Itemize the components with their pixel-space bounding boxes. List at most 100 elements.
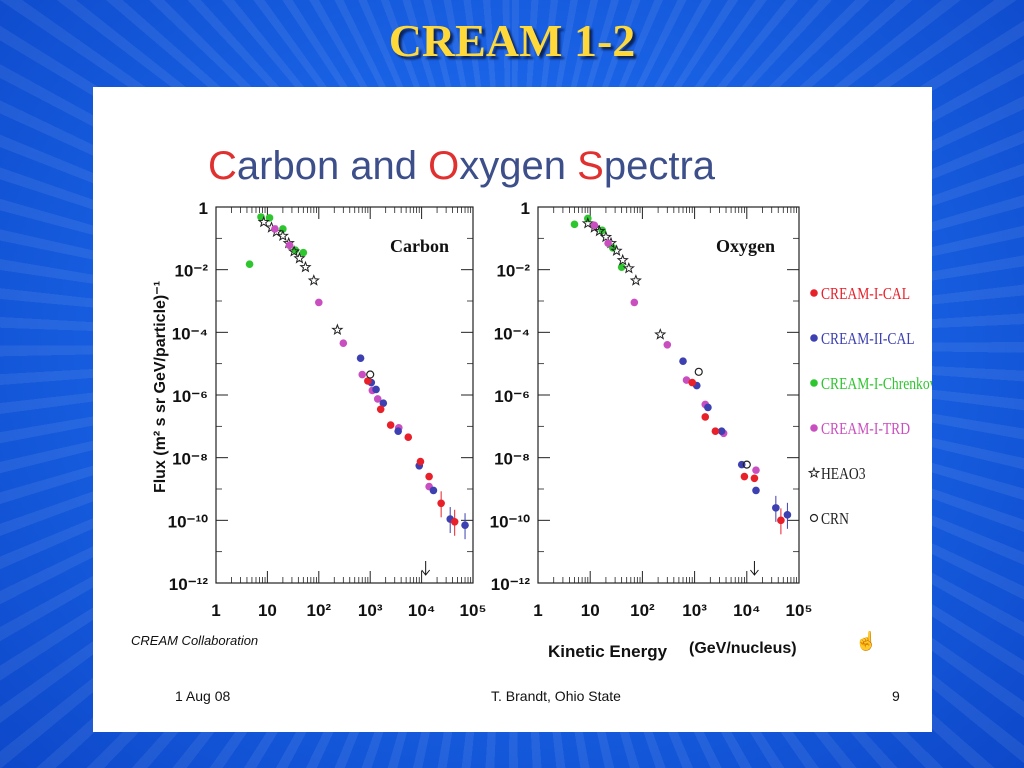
panel-1-point bbox=[315, 298, 323, 307]
panel-2-point bbox=[617, 263, 626, 271]
x-axis-label: Kinetic Energy bbox=[548, 642, 668, 661]
panel-2-x-tick-label: 10² bbox=[630, 601, 655, 620]
panel-2-point bbox=[750, 474, 759, 483]
panel-2-y-tick-label: 10⁻¹² bbox=[491, 575, 531, 594]
panel-1-point bbox=[372, 385, 380, 394]
panel-2-point bbox=[682, 376, 691, 384]
chart-title-part-5: pectra bbox=[604, 144, 716, 188]
panel-1-point bbox=[287, 245, 301, 257]
panel-1-point bbox=[425, 472, 433, 481]
panel-2-point bbox=[752, 486, 760, 495]
chart-title: Carbon and Oxygen Spectra bbox=[208, 144, 716, 188]
panel-2-point bbox=[599, 230, 613, 243]
spectra-chart: Carbon and Oxygen Spectra Flux (m² s sr G… bbox=[152, 144, 932, 661]
panel-2-point bbox=[711, 427, 720, 435]
panel-2-point bbox=[742, 460, 751, 469]
panel-1-x-tick-label: 10⁴ bbox=[408, 601, 435, 620]
panel-1-limit-arrow bbox=[421, 561, 431, 576]
panel-1-point bbox=[437, 499, 445, 508]
panel-2-point bbox=[704, 403, 712, 412]
panel-1-x-tick-label: 10 bbox=[258, 601, 277, 620]
panel-2-point bbox=[772, 504, 780, 512]
legend-label: CRN bbox=[821, 510, 849, 529]
panel-1-point bbox=[257, 215, 270, 228]
panel-2-x-tick-label: 10⁴ bbox=[733, 601, 760, 620]
panel-2-y-tick-label: 10⁻² bbox=[496, 262, 530, 281]
panel-2-x-tick-label: 10⁵ bbox=[786, 601, 813, 620]
panel-2-y-tick-label: 10⁻⁶ bbox=[494, 387, 530, 406]
legend-label: CREAM-I-Chrenkov bbox=[821, 375, 932, 394]
panel-2-x-tick-label: 1 bbox=[533, 601, 542, 620]
panel-2-point bbox=[570, 220, 579, 229]
panel-2-point bbox=[694, 367, 703, 376]
panel-1-x-tick-label: 1 bbox=[211, 601, 220, 620]
panel-1-label: Carbon bbox=[390, 236, 449, 256]
footer-page-number: 9 bbox=[892, 688, 900, 704]
legend-label: CREAM-I-TRD bbox=[821, 420, 910, 439]
chart-image-panel: Carbon and Oxygen Spectra Flux (m² s sr G… bbox=[93, 87, 932, 732]
legend-label: HEAO3 bbox=[821, 465, 866, 484]
panel-2-label: Oxygen bbox=[716, 236, 775, 256]
panel-1-point bbox=[339, 339, 348, 347]
panel-2-limit-arrow bbox=[750, 561, 759, 576]
panel-2-point bbox=[701, 413, 710, 421]
footer-date: 1 Aug 08 bbox=[175, 688, 231, 704]
panel-1-x-tick-label: 10³ bbox=[358, 601, 383, 620]
panel-1-point bbox=[356, 354, 365, 362]
chart-title-part-3: xygen bbox=[459, 144, 577, 188]
panel-2-point bbox=[610, 244, 623, 256]
legend-label: CREAM-II-CAL bbox=[821, 330, 915, 349]
panel-1-point bbox=[265, 214, 274, 222]
panel-1-y-tick-label: 10⁻⁴ bbox=[172, 324, 208, 343]
panel-2-point bbox=[604, 239, 612, 247]
legend-marker bbox=[807, 466, 821, 479]
panel-1-point bbox=[404, 433, 413, 441]
panel-2-point bbox=[663, 341, 672, 349]
legend-marker bbox=[810, 379, 818, 387]
panel-1-point bbox=[293, 251, 306, 264]
hand-cursor-icon: ☝ bbox=[855, 630, 877, 652]
legend-marker bbox=[810, 424, 818, 432]
collaboration-credit: CREAM Collaboration bbox=[131, 633, 259, 648]
panel-1-point bbox=[450, 517, 459, 526]
panel-1-point bbox=[366, 370, 375, 379]
panel-2-y-tick-label: 1 bbox=[521, 199, 530, 218]
panel-1-point bbox=[429, 486, 438, 495]
panel-1-point bbox=[307, 274, 320, 286]
panel-1-x-tick-label: 10² bbox=[307, 601, 332, 620]
panel-1-point bbox=[285, 241, 294, 250]
panel-1-y-tick-label: 10⁻² bbox=[174, 262, 208, 281]
panel-2-point bbox=[679, 357, 687, 365]
panel-2-y-tick-label: 10⁻¹⁰ bbox=[490, 512, 531, 531]
panel-1-point bbox=[386, 421, 395, 429]
panel-1-point bbox=[276, 229, 289, 242]
panel-2-x-tick-label: 10 bbox=[581, 601, 600, 620]
panel-1-y-tick-label: 10⁻⁶ bbox=[172, 387, 208, 406]
panel-2-y-tick-label: 10⁻⁴ bbox=[494, 324, 530, 343]
y-axis-label: Flux (m² s sr GeV/particle)⁻¹ bbox=[152, 281, 169, 493]
panel-1-x-tick-label: 10⁵ bbox=[460, 601, 487, 620]
chart-title-part-4: S bbox=[577, 144, 604, 188]
panel-1-frame bbox=[215, 206, 474, 584]
panel-2-point bbox=[593, 224, 606, 237]
panel-1-point bbox=[299, 248, 308, 257]
chart-title-part-1: arbon and bbox=[237, 144, 428, 188]
panel-2-point bbox=[752, 466, 760, 474]
panel-2-y-tick-label: 10⁻⁸ bbox=[494, 450, 530, 469]
legend-marker bbox=[809, 513, 819, 523]
panel-1-point bbox=[271, 225, 279, 233]
panel-1-point bbox=[245, 260, 254, 268]
panel-2-frame bbox=[537, 206, 800, 584]
panel-1-point bbox=[299, 260, 312, 273]
panel-2-point bbox=[629, 274, 642, 286]
panel-1-y-tick-label: 10⁻⁸ bbox=[172, 450, 208, 469]
panel-1-point bbox=[461, 521, 469, 529]
legend-marker bbox=[810, 289, 818, 297]
panel-2-point bbox=[630, 298, 639, 307]
panel-2-point bbox=[654, 328, 667, 340]
chart-title-part-2: O bbox=[428, 144, 459, 188]
panel-2-point bbox=[590, 221, 599, 230]
panel-2-point bbox=[783, 511, 792, 519]
panel-1-point bbox=[331, 323, 344, 336]
panel-2-point bbox=[740, 472, 749, 481]
